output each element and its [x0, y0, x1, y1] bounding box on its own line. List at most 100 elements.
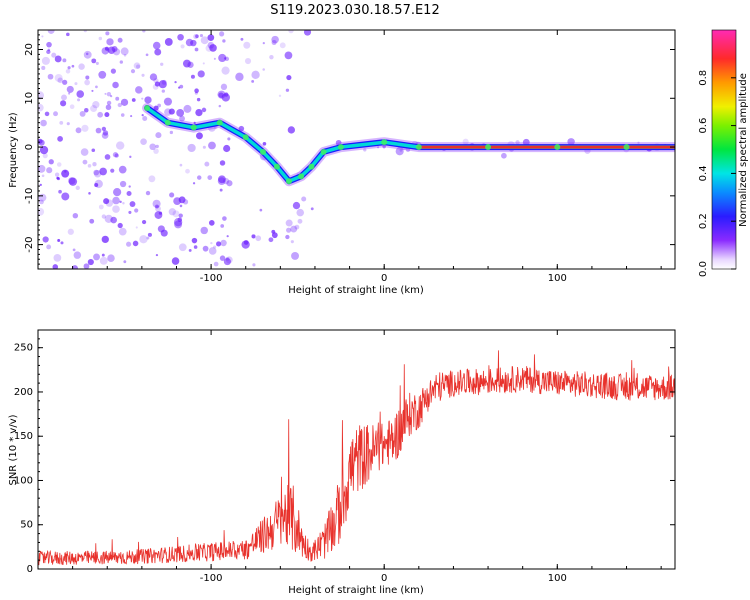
spectrogram-dot	[93, 169, 100, 176]
spectrogram-dot	[255, 235, 262, 242]
spectrogram-dot	[117, 102, 122, 108]
spectrogram-dot	[172, 210, 180, 218]
spectrogram-dot	[160, 229, 168, 237]
spectrogram-dot	[287, 126, 296, 134]
spectrogram-dot	[38, 103, 44, 112]
spectrogram-dot	[288, 30, 294, 34]
spectrogram-dot	[199, 34, 204, 38]
spectrogram-dot	[200, 226, 208, 235]
spectrogram-dot	[286, 227, 292, 233]
spectrogram-dot	[67, 66, 71, 70]
spectrogram-dot	[101, 235, 109, 244]
spectrogram-dot	[185, 168, 190, 174]
spectrogram-dot	[59, 121, 64, 125]
spectrogram-dot	[218, 175, 226, 184]
spectrogram-dot	[160, 62, 164, 66]
spectrogram-dot	[178, 213, 183, 218]
spectrogram-dot	[101, 214, 107, 219]
spectrogram-dot	[567, 138, 575, 146]
spectrogram-dot	[169, 130, 174, 135]
spectrogram-dot	[141, 114, 144, 117]
spectrogram-dot	[129, 155, 132, 158]
ridge-blob	[285, 178, 292, 185]
spectrogram-dot	[178, 243, 187, 252]
y-tick-label: 200	[14, 387, 33, 398]
spectrogram-dot	[178, 196, 186, 204]
spectrogram-dot	[67, 228, 74, 235]
spectrogram-dot	[285, 234, 290, 240]
spectrogram-dot	[207, 34, 215, 41]
spectrogram-dot	[145, 53, 149, 57]
spectrogram-dot	[62, 58, 67, 63]
spectrogram-dot	[177, 33, 184, 41]
y-tick-label: 0	[27, 564, 33, 575]
spectrogram-dot	[252, 263, 256, 267]
spectrogram-dot	[41, 65, 46, 70]
y-tick-label: 250	[14, 343, 33, 354]
spectrogram-dot	[97, 111, 104, 118]
spectrogram-dot	[183, 104, 192, 113]
spectrogram-dot	[141, 73, 145, 77]
spectrogram-dot	[213, 245, 217, 249]
spectrogram-dot	[128, 210, 132, 214]
spectrogram-dot	[290, 240, 294, 244]
spectrogram-dot	[262, 141, 267, 146]
spectrogram-dot	[219, 255, 226, 261]
x-tick-label: 0	[381, 573, 387, 584]
spectrogram-dot	[118, 165, 127, 174]
spectrogram-dot	[285, 88, 290, 92]
spectrogram-dot	[190, 74, 195, 79]
spectrogram-dot	[202, 62, 205, 65]
colorbar-tick-label: 0.4	[698, 165, 709, 181]
spectrogram-dot	[38, 207, 45, 216]
y-tick-label: -20	[24, 236, 35, 252]
spectrogram-dot	[155, 144, 159, 149]
spectrogram-dot	[54, 74, 63, 82]
spectrogram-dot	[146, 236, 150, 240]
spectrogram-dot	[119, 200, 122, 204]
spectrogram-dot	[75, 185, 80, 191]
spectrogram-dot	[171, 257, 180, 265]
spectrogram-dot	[53, 254, 62, 262]
spectrogram-dot	[69, 104, 75, 110]
ridge-blob	[242, 134, 249, 141]
spectrogram-dot	[66, 32, 70, 37]
spectrogram-dot	[103, 198, 110, 205]
spectrogram-dot	[101, 47, 109, 55]
ridge-blob	[164, 119, 171, 126]
spectrogram-dot	[112, 152, 119, 158]
spectrogram-dot	[101, 126, 107, 132]
colorbar-ticks: 0.0 0.2 0.4 0.6 0.8	[698, 70, 736, 277]
spectrogram-dot	[95, 85, 98, 89]
spectrogram-dot	[120, 98, 129, 106]
spectrogram-dot	[132, 240, 139, 247]
spectrogram-dot	[179, 84, 184, 89]
spectrogram-dot	[153, 148, 159, 154]
ridge-blob	[216, 119, 223, 126]
snr-series	[38, 350, 675, 566]
spectrogram-dot	[129, 201, 136, 207]
spectrogram-dot	[210, 241, 213, 245]
spectrogram-dot	[42, 236, 49, 243]
spectrogram-dot	[115, 141, 125, 150]
spectrogram-dot	[515, 140, 520, 145]
spectrogram-dot	[135, 64, 141, 69]
spectrogram-dot	[123, 53, 127, 57]
colorbar: 0.0 0.2 0.4 0.6 0.8 Normalized spectral ampl…	[698, 29, 749, 277]
spectrogram-dot	[208, 220, 215, 226]
spectrogram-dot	[94, 182, 99, 187]
spectrogram-dot	[182, 59, 191, 68]
colorbar-label: Normalized spectral amplitude	[738, 73, 749, 227]
spectrogram-dot	[193, 245, 198, 249]
spectrogram-xlabel: Height of straight line (km)	[288, 285, 424, 296]
spectrogram-dot	[243, 41, 251, 49]
spectrogram-dot	[158, 80, 167, 89]
ridge-blob	[260, 148, 267, 155]
spectrogram-dot	[46, 244, 52, 250]
spectrogram-dot	[154, 48, 162, 56]
spectrogram-dot	[39, 145, 49, 155]
spectrogram-dot	[218, 104, 222, 108]
spectrogram-dot	[106, 38, 114, 46]
spectrogram-dot	[62, 79, 68, 85]
spectrogram-dot	[195, 108, 203, 117]
